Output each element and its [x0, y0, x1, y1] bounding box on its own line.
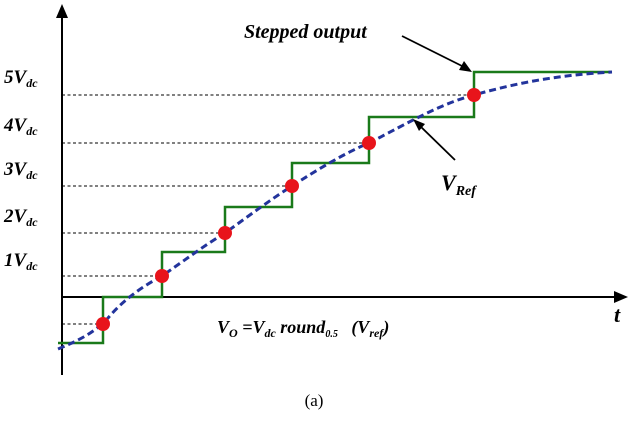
sample-points — [96, 88, 481, 331]
sample-point — [467, 88, 481, 102]
level-label-1: 1Vdc — [4, 250, 38, 273]
guide-lines — [62, 94, 474, 325]
vref-arrowhead — [413, 119, 425, 131]
level-label-4: 4Vdc — [3, 115, 38, 138]
sample-point — [155, 269, 169, 283]
sample-point — [285, 179, 299, 193]
stepped-output-waveform — [58, 70, 612, 345]
sample-point — [96, 317, 110, 331]
level-labels: 5Vdc 4Vdc 3Vdc 2Vdc 1Vdc — [3, 67, 38, 273]
level-label-2: 2Vdc — [3, 206, 38, 229]
stepped-output-arrowhead — [459, 61, 472, 72]
x-axis-arrowhead — [614, 291, 628, 303]
stepped-output-label: Stepped output — [244, 21, 368, 43]
vref-pointer — [417, 123, 456, 161]
reference-waveform — [57, 70, 613, 351]
sample-point — [218, 226, 232, 240]
quantization-equation: VO =Vdc round0.5 (Vref) — [217, 317, 389, 340]
sample-point — [362, 136, 376, 150]
time-axis-label: t — [614, 302, 621, 327]
y-axis-arrowhead — [56, 4, 68, 18]
level-label-3: 3Vdc — [3, 159, 38, 182]
stepped-output-pointer — [401, 35, 467, 69]
vref-label: VRef — [441, 170, 477, 199]
figure-caption: (a) — [305, 391, 324, 410]
level-label-5: 5Vdc — [4, 67, 38, 90]
annotation-arrows — [401, 35, 472, 161]
